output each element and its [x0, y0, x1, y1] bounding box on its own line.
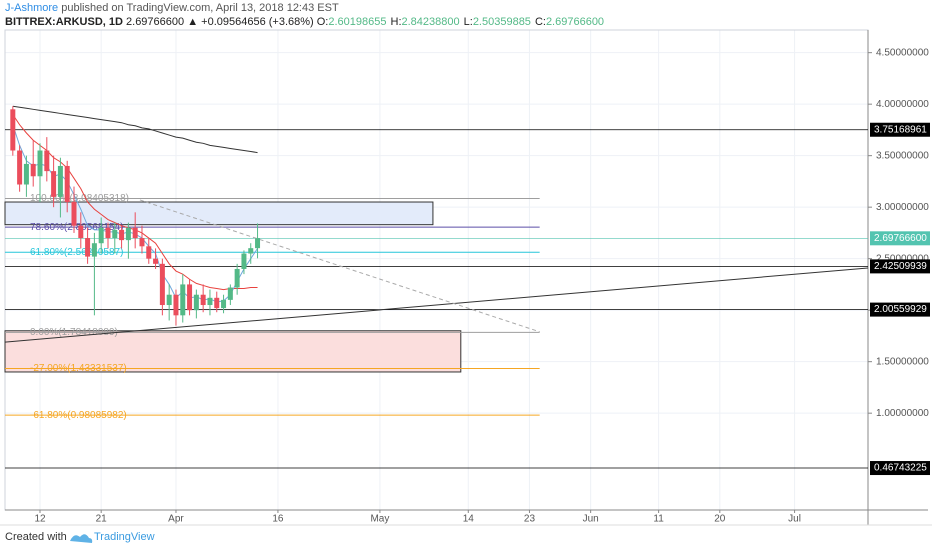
y-tick-label: 3.00000000: [876, 202, 929, 213]
price-label: 2.69766600: [874, 233, 927, 244]
candle-body: [71, 202, 77, 226]
y-tick-label: 4.00000000: [876, 99, 929, 110]
ohlc-value: 2.69766600: [545, 16, 605, 28]
candle-body: [139, 238, 145, 247]
candle-body: [51, 171, 57, 197]
candle-body: [17, 150, 23, 185]
x-tick-label: 16: [272, 514, 284, 525]
x-tick-label: May: [370, 514, 389, 525]
ohlc-label: H:: [390, 16, 402, 28]
x-tick-label: 21: [96, 514, 108, 525]
y-tick-label: 3.50000000: [876, 150, 929, 161]
fib-label: 0.00%(1.78418089): [30, 327, 118, 338]
price-label-box: [870, 461, 930, 476]
ohlc-label: L:: [463, 16, 473, 28]
candle-body: [193, 294, 199, 311]
candle-body: [57, 165, 63, 197]
price-label-box: [870, 302, 930, 317]
footer-text: Created with: [5, 531, 67, 543]
symbol: BITTREX:ARKUSD, 1D: [5, 16, 123, 28]
candle-body: [187, 284, 193, 311]
candle-body: [23, 163, 29, 185]
fib-label: 100.00%(3.08405318): [30, 193, 129, 204]
x-tick-label: Jun: [583, 514, 599, 525]
price-label-box: [870, 231, 930, 246]
candle-body: [227, 287, 233, 300]
x-tick-label: 23: [524, 514, 536, 525]
candle-body: [241, 253, 247, 269]
candle-body: [255, 238, 261, 249]
y-tick-label: 1.00000000: [876, 408, 929, 419]
change: ▲ +0.09564656 (+3.68%): [187, 16, 314, 28]
candle-body: [37, 150, 43, 177]
price-label: 2.42509939: [874, 261, 927, 272]
fib-label: 61.80%(2.56250587): [30, 247, 123, 258]
candle-body: [85, 238, 91, 257]
price-label: 0.46743225: [874, 463, 927, 474]
candle-body: [207, 297, 213, 306]
price-label: 3.75168961: [874, 124, 927, 135]
y-tick-label: 4.50000000: [876, 47, 929, 58]
candle-body: [44, 150, 50, 172]
y-tick-label: 1.50000000: [876, 356, 929, 367]
x-tick-label: Jul: [788, 514, 801, 525]
candle-body: [132, 227, 138, 239]
x-tick-label: 20: [714, 514, 726, 525]
x-tick-label: 14: [463, 514, 475, 525]
moving-average: [12, 105, 258, 154]
candle-body: [112, 229, 118, 239]
trend-line: [4, 267, 869, 343]
candle-body: [166, 294, 172, 306]
tv-logo: [70, 534, 93, 543]
candle-body: [30, 163, 36, 177]
candle-body: [125, 227, 131, 241]
candle-body: [159, 263, 165, 306]
candle-body: [234, 268, 240, 288]
ohlc-label: O:: [316, 16, 329, 28]
plot-frame: [4, 29, 869, 511]
zone: [4, 201, 434, 226]
candle-body: [10, 109, 16, 151]
x-tick-label: 12: [34, 514, 46, 525]
price-label-box: [870, 259, 930, 274]
x-tick-label: Apr: [168, 514, 184, 525]
candle-body: [153, 258, 159, 264]
candle-body: [91, 243, 97, 257]
candle-body: [146, 246, 152, 259]
y-tick-label: 2.50000000: [876, 253, 929, 264]
candle-body: [78, 225, 84, 239]
candle-body: [119, 229, 125, 241]
ohlc-value: 2.50359885: [472, 16, 531, 28]
candle-body: [64, 165, 70, 203]
author[interactable]: J-Ashmore: [5, 2, 59, 14]
ohlc-label: C:: [534, 16, 546, 28]
candle-body: [173, 294, 179, 316]
candle-body: [200, 294, 206, 306]
ohlc-value: 2.60198655: [328, 16, 387, 28]
header-byline: J-Ashmore published on TradingView.com, …: [5, 2, 339, 14]
fib-label: -61.80%(0.98085982): [30, 410, 127, 421]
plot-layer: [5, 30, 868, 510]
candle-body: [180, 284, 186, 316]
candle-body: [221, 299, 227, 309]
zone: [4, 330, 462, 373]
footer-brand[interactable]: TradingView: [94, 531, 155, 543]
candle-body: [214, 297, 220, 309]
candle-body: [105, 227, 111, 239]
x-tick-label: 11: [653, 514, 664, 525]
price-label: 2.00559929: [874, 304, 927, 315]
trend-line: [139, 199, 540, 333]
fib-label: -27.00%(1.43331537): [30, 363, 127, 374]
byline: published on TradingView.com, April 13, …: [61, 2, 339, 14]
fib-label: 78.60%(2.80568154): [30, 222, 123, 233]
price-label-box: [870, 122, 930, 137]
symbol-line: BITTREX:ARKUSD, 1D 2.69766600 ▲ +0.09564…: [5, 16, 608, 28]
candle-body: [248, 248, 254, 254]
ohlc-value: 2.84238800: [401, 16, 460, 28]
ohlc-legend: O:2.60198655 H:2.84238800 L:2.50359885 C:2.…: [317, 16, 608, 28]
last-price: 2.69766600: [126, 16, 185, 28]
candle-body: [98, 227, 104, 244]
